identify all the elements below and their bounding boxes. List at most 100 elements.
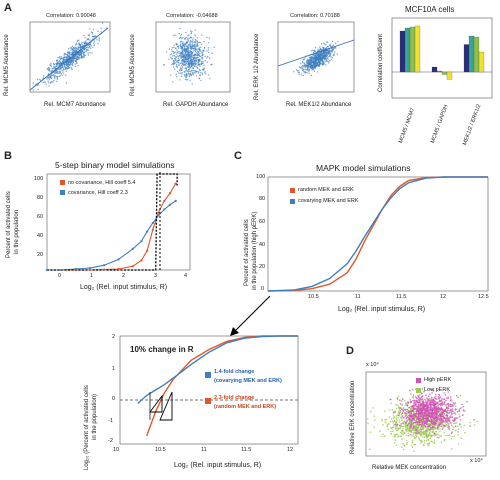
scatter-point — [183, 50, 186, 52]
scatter-point — [451, 425, 454, 428]
scatter-point — [303, 62, 305, 64]
scatter-point — [411, 446, 414, 449]
scatter-point — [88, 34, 90, 36]
scatter-point — [418, 404, 421, 406]
scatter-point — [427, 400, 429, 403]
scatter-point — [302, 74, 304, 77]
bar — [399, 30, 406, 73]
scatter-point — [92, 46, 94, 48]
c-xtick-1: 11 — [355, 294, 361, 300]
scatter-point — [419, 439, 421, 442]
c-xtick-4: 12.5 — [478, 294, 489, 300]
scatter-point — [306, 62, 309, 65]
scatter-point — [310, 67, 313, 70]
scatter-point — [197, 45, 199, 47]
legend-swatch-blue — [290, 199, 295, 204]
scatter-point — [435, 408, 438, 410]
scatter-point — [65, 63, 68, 65]
scatter-point — [194, 63, 197, 65]
scatter-point — [71, 68, 73, 71]
a3-title: Correlation: 0.70188 — [290, 13, 340, 19]
scatter-point — [187, 40, 190, 42]
scatter-point — [54, 76, 56, 79]
scatter-point — [48, 66, 50, 69]
data-marker — [103, 268, 106, 271]
c-ytick-60: 60 — [259, 219, 266, 225]
scatter-point — [417, 406, 420, 408]
scatter-point — [457, 417, 459, 419]
a1-title: Correlation: 0.90048 — [46, 13, 96, 19]
scatter-point — [440, 435, 442, 437]
scatter-point — [473, 419, 475, 421]
scatter-point — [312, 68, 314, 70]
scatter-point — [80, 52, 82, 54]
scatter-point — [454, 405, 457, 408]
scatter-point — [180, 33, 183, 36]
scatter-point — [437, 414, 440, 417]
scatter-point — [199, 46, 202, 48]
scatter-point — [182, 41, 184, 43]
scatter-point — [185, 67, 188, 69]
scatter-point — [180, 45, 182, 48]
scatter-point — [392, 411, 395, 414]
scatter-point — [190, 69, 192, 72]
scatter-point — [436, 398, 438, 401]
scatter-point — [196, 45, 198, 48]
scatter-point — [443, 401, 446, 403]
scatter-point — [458, 409, 460, 411]
scatter-point — [394, 423, 397, 426]
scatter-point — [439, 400, 441, 403]
scatter-point — [186, 45, 188, 47]
scatter-point — [309, 67, 311, 69]
scatter-point — [395, 422, 397, 424]
data-marker — [131, 247, 134, 250]
c-ytick-80: 80 — [259, 196, 266, 202]
scatter-point — [405, 402, 407, 405]
data-marker — [140, 240, 143, 243]
scatter-point — [390, 430, 392, 433]
scatter-point — [473, 424, 476, 426]
scatter-point — [419, 441, 422, 444]
scatter-point — [421, 403, 424, 405]
scatter-point — [63, 64, 66, 67]
scatter-point — [400, 408, 403, 411]
scatter-point — [434, 419, 437, 422]
scatter-point — [374, 419, 376, 421]
scatter-point — [323, 51, 325, 54]
scatter-point — [445, 406, 448, 409]
scatter-point — [414, 396, 417, 398]
regression-line — [277, 39, 355, 67]
scatter-point — [57, 57, 59, 59]
scatter-point — [426, 422, 429, 425]
scatter-point — [173, 46, 175, 49]
scatter-point — [184, 58, 186, 61]
scatter-point — [191, 83, 193, 85]
scatter-point — [444, 422, 447, 424]
scatter-point — [59, 56, 61, 58]
scatter-point — [191, 69, 194, 72]
scatter-point — [451, 405, 453, 408]
axes-frame — [46, 173, 191, 271]
scatter-point — [449, 400, 452, 402]
scatter-point — [429, 424, 432, 426]
scatter-point — [190, 61, 192, 63]
scatter-point — [403, 445, 406, 447]
scatter-point — [433, 406, 435, 408]
scatter-point — [206, 50, 208, 52]
scatter-point — [463, 424, 466, 427]
scatter-point — [208, 37, 210, 39]
scatter-point — [400, 430, 403, 432]
scatter-point — [181, 50, 183, 53]
scatter-point — [443, 403, 446, 405]
scatter-point — [190, 45, 193, 48]
scatter-point — [440, 407, 443, 409]
scatter-point — [328, 49, 330, 51]
a3-xlabel: Rel. MEK1/2 Abundance — [286, 102, 352, 108]
scatter-point — [86, 38, 88, 40]
scatter-point — [199, 72, 202, 74]
scatter-point — [178, 32, 181, 35]
scatter-point — [421, 420, 424, 423]
scatter-point — [328, 52, 330, 54]
c-ytick-40: 40 — [259, 242, 266, 248]
scatter-point — [422, 428, 425, 430]
